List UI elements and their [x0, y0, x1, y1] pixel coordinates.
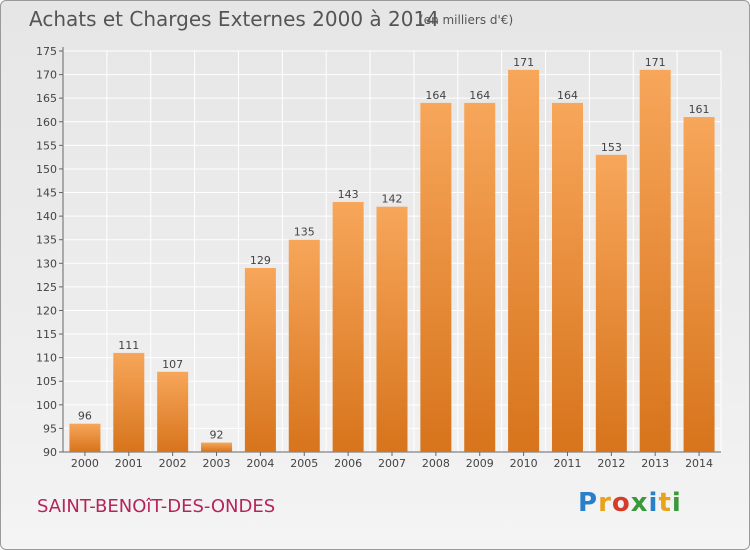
x-tick-label: 2004 [246, 457, 274, 470]
y-tick-label: 110 [36, 352, 57, 365]
y-tick-label: 100 [36, 399, 57, 412]
commune-name: SAINT-BENOîT-DES-ONDES [37, 496, 276, 517]
data-label: 171 [645, 56, 666, 69]
data-label: 111 [118, 339, 139, 352]
y-tick-label: 145 [36, 187, 57, 200]
bar [201, 442, 233, 452]
bar [420, 102, 452, 453]
bar [113, 352, 145, 452]
x-tick-label: 2007 [378, 457, 406, 470]
data-label: 164 [425, 89, 446, 102]
bar [376, 206, 408, 452]
bar [508, 69, 540, 452]
bar [595, 154, 627, 452]
x-tick-label: 2002 [159, 457, 187, 470]
logo-letter: o [611, 488, 631, 518]
logo-letter: i [648, 488, 659, 518]
bar [288, 239, 320, 452]
y-tick-label: 90 [43, 446, 57, 459]
x-tick-label: 2009 [466, 457, 494, 470]
data-label: 142 [382, 193, 403, 206]
bar [244, 268, 276, 452]
x-tick-label: 2005 [290, 457, 318, 470]
data-label: 164 [469, 89, 490, 102]
logo-letter: P [578, 488, 599, 518]
y-tick-label: 95 [43, 422, 57, 435]
data-label: 153 [601, 141, 622, 154]
x-tick-label: 2013 [641, 457, 669, 470]
bar [157, 371, 189, 452]
x-tick-label: 2008 [422, 457, 450, 470]
y-tick-label: 160 [36, 116, 57, 129]
bar [464, 102, 496, 453]
data-label: 107 [162, 358, 183, 371]
y-tick-label: 120 [36, 304, 57, 317]
data-label: 135 [294, 226, 315, 239]
y-tick-label: 170 [36, 69, 57, 82]
y-tick-label: 105 [36, 375, 57, 388]
data-label: 129 [250, 254, 271, 267]
data-label: 92 [210, 429, 224, 442]
y-tick-label: 165 [36, 92, 57, 105]
y-tick-label: 130 [36, 257, 57, 270]
y-tick-label: 125 [36, 281, 57, 294]
x-tick-label: 2011 [553, 457, 581, 470]
y-tick-label: 150 [36, 163, 57, 176]
x-tick-label: 2001 [115, 457, 143, 470]
data-label: 143 [338, 188, 359, 201]
bar [332, 201, 364, 452]
chart-subtitle: (en milliers d'€) [419, 13, 514, 27]
y-tick-label: 135 [36, 234, 57, 247]
y-tick-label: 140 [36, 210, 57, 223]
bar [551, 102, 583, 453]
x-tick-label: 2012 [597, 457, 625, 470]
logo-letter: t [658, 488, 672, 518]
data-label: 161 [689, 103, 710, 116]
bar [69, 423, 101, 452]
x-tick-label: 2000 [71, 457, 99, 470]
x-tick-label: 2006 [334, 457, 362, 470]
labels: 90 95 100 105 110 115 120 125 130 135 140 145 150 155… [36, 45, 713, 470]
y-tick-label: 155 [36, 139, 57, 152]
bar [639, 69, 671, 452]
chart-title: Achats et Charges Externes 2000 à 2014 [29, 7, 439, 31]
bar [683, 117, 715, 452]
x-tick-label: 2003 [203, 457, 231, 470]
logo-letter: r [598, 488, 612, 518]
logo-letter: i [671, 488, 682, 518]
data-label: 164 [557, 89, 578, 102]
data-label: 171 [513, 56, 534, 69]
x-tick-label: 2014 [685, 457, 713, 470]
logo-letter: x [630, 488, 649, 518]
proxiti-logo: Proxiti [578, 488, 682, 518]
data-label: 96 [78, 410, 92, 423]
x-tick-label: 2010 [510, 457, 538, 470]
bars [69, 69, 715, 453]
y-tick-label: 175 [36, 45, 57, 58]
y-tick-label: 115 [36, 328, 57, 341]
